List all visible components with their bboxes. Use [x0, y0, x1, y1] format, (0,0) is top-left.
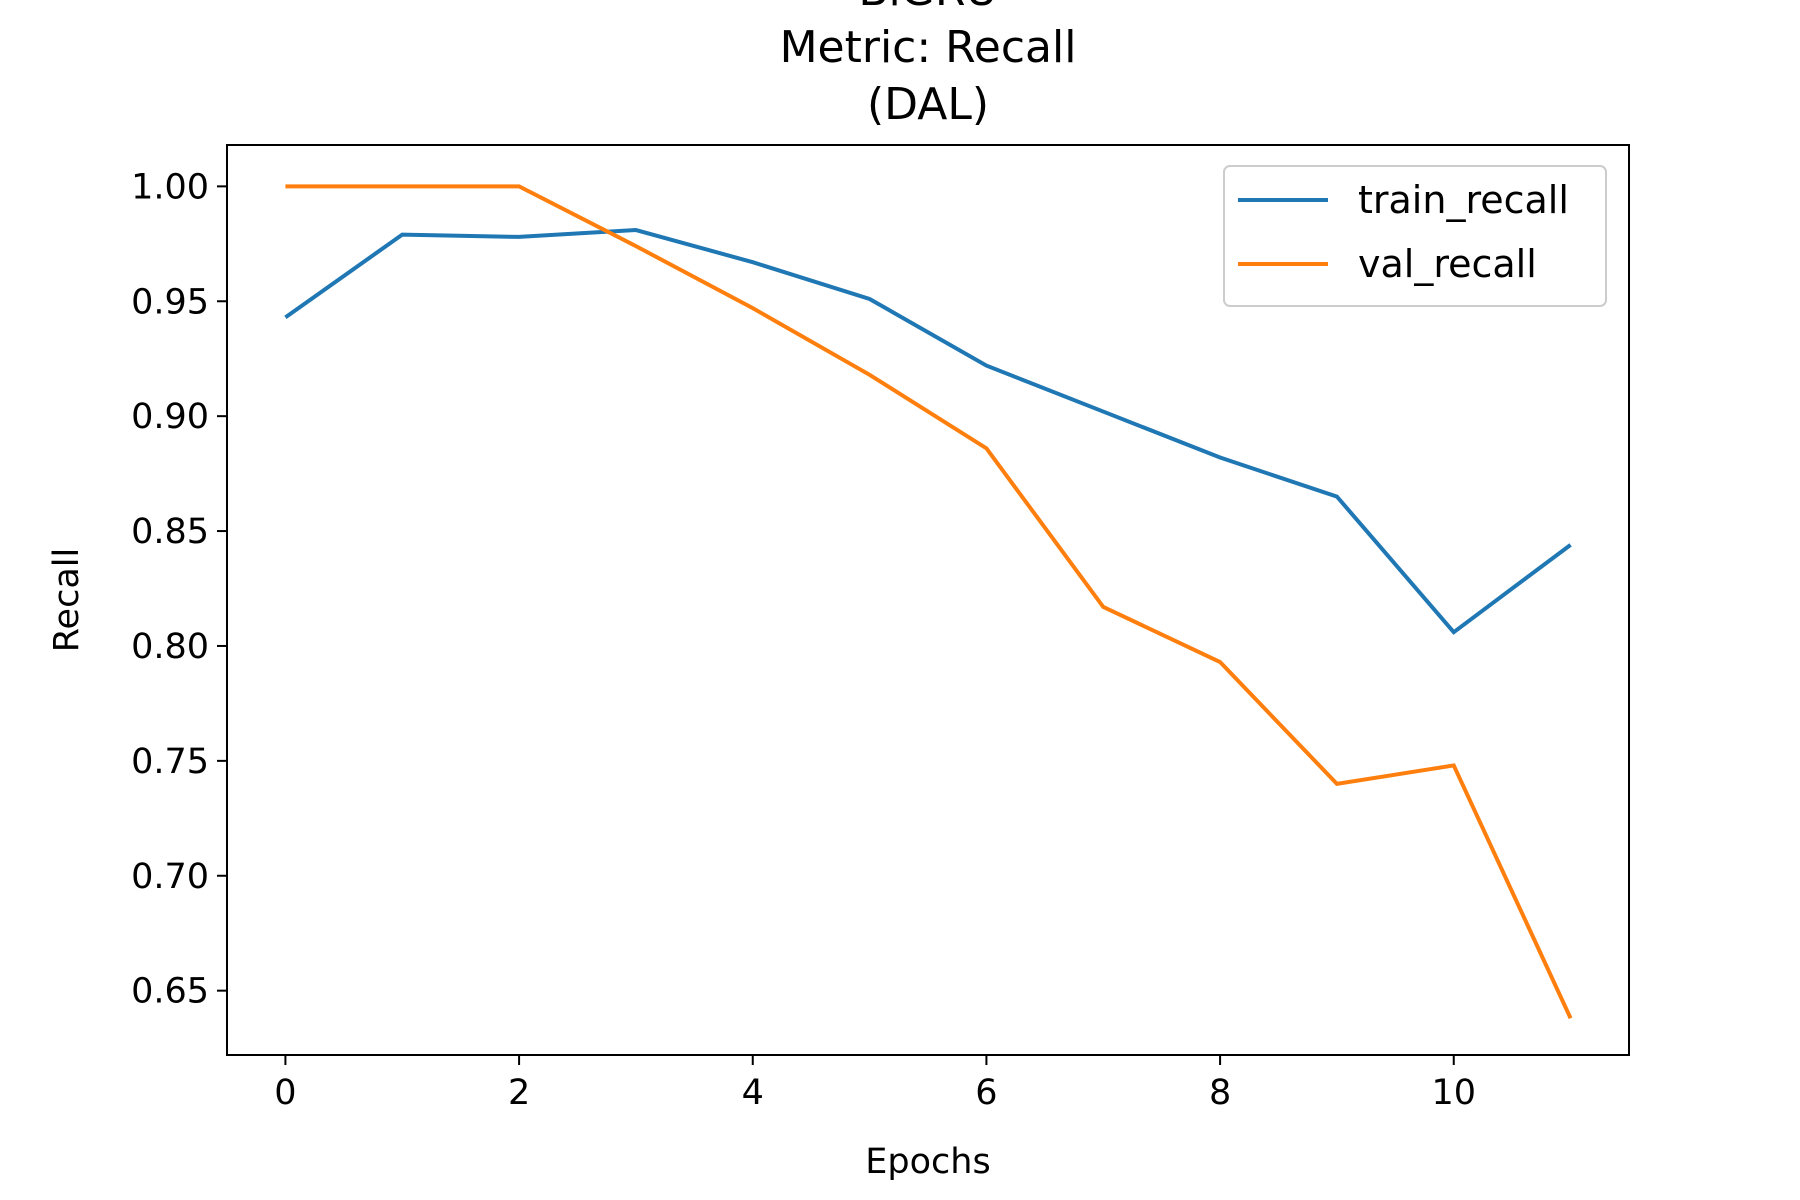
x-tick-label: 4 — [742, 1073, 764, 1113]
y-tick-label: 0.95 — [131, 282, 209, 322]
chart-title-line-2: Metric: Recall — [780, 22, 1077, 73]
chart-title: BiGRU Metric: Recall (DAL) — [780, 0, 1077, 130]
y-tick-label: 1.00 — [131, 167, 209, 207]
legend-label-train-recall: train_recall — [1358, 178, 1569, 222]
legend-label-val-recall: val_recall — [1358, 242, 1537, 286]
series-line-val-recall — [285, 184, 1573, 1020]
y-tick-label: 0.80 — [131, 627, 209, 667]
x-tick-label: 10 — [1431, 1073, 1476, 1113]
legend: train_recall val_recall — [1223, 165, 1607, 307]
y-axis-label: Recall — [47, 548, 87, 652]
y-tick-label: 0.90 — [131, 397, 209, 437]
x-tick-label: 8 — [1209, 1073, 1231, 1113]
x-axis-ticks: 0 2 4 6 8 10 — [274, 1055, 1476, 1113]
y-tick-label: 0.85 — [131, 512, 209, 552]
plot-area-frame — [226, 144, 1630, 1056]
x-tick-label: 2 — [508, 1073, 530, 1113]
x-tick-label: 0 — [274, 1073, 296, 1113]
y-tick-label: 0.70 — [131, 857, 209, 897]
series-layer — [284, 184, 1573, 1020]
x-axis-label: Epochs — [865, 1142, 990, 1182]
chart-title-line-1: BiGRU — [858, 0, 997, 16]
x-tick-label: 6 — [975, 1073, 997, 1113]
series-line-train-recall — [284, 228, 1572, 635]
y-tick-label: 0.65 — [131, 972, 209, 1012]
y-axis-ticks: 0.65 0.70 0.75 0.80 0.85 0.90 0.95 1.00 — [131, 167, 227, 1012]
y-tick-label: 0.75 — [131, 742, 209, 782]
chart-title-line-3: (DAL) — [867, 79, 989, 130]
